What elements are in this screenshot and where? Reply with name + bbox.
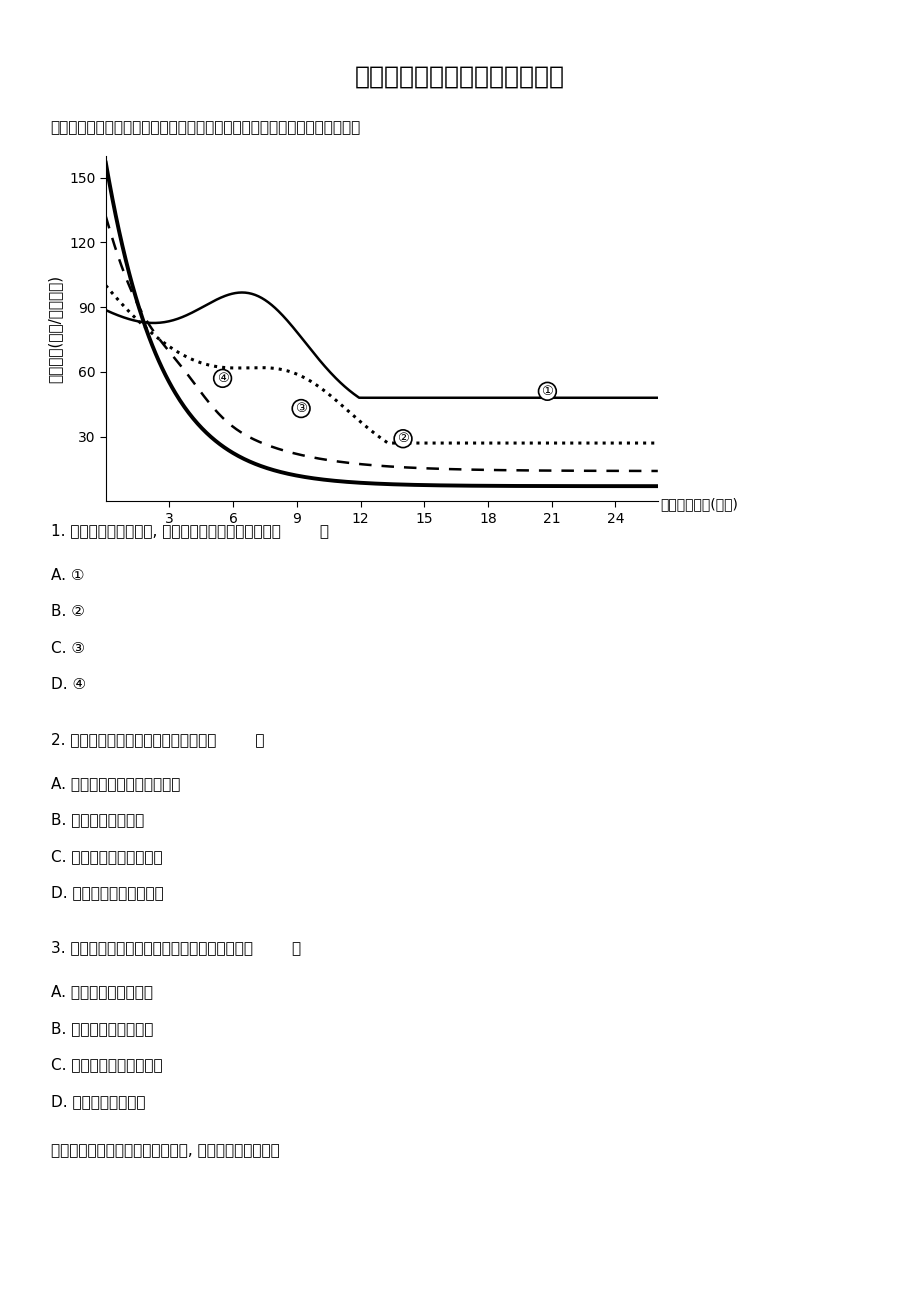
Text: ②: ② — [397, 432, 409, 445]
Text: B. 中心区环境质量恶化: B. 中心区环境质量恶化 — [51, 1021, 153, 1036]
Text: C. 近郊区农业的迅速发展: C. 近郊区农业的迅速发展 — [51, 1057, 162, 1073]
Text: 3. 导致城市中心区人口密度变化的主要原因是（        ）: 3. 导致城市中心区人口密度变化的主要原因是（ ） — [51, 940, 301, 956]
Text: 距市中心距离(千米): 距市中心距离(千米) — [660, 497, 738, 512]
Text: B. 逆城市化趋势增强: B. 逆城市化趋势增强 — [51, 812, 143, 828]
Text: ①: ① — [541, 385, 552, 398]
Text: C. 城市用地规模逐渐缩小: C. 城市用地规模逐渐缩小 — [51, 849, 162, 865]
Text: 读世界汽车产业四次大转移示意图, 读图回答下面小题。: 读世界汽车产业四次大转移示意图, 读图回答下面小题。 — [51, 1143, 279, 1159]
Text: 下图是「某城市不同时期人口密度与距市中心距离关系图」，读图回答下题。: 下图是「某城市不同时期人口密度与距市中心距离关系图」，读图回答下题。 — [51, 120, 360, 135]
Text: ④: ④ — [216, 372, 228, 385]
Y-axis label: 人口密度(千人/平方千米): 人口密度(千人/平方千米) — [47, 275, 62, 383]
Text: A. 城市人口逐渐向市中心集聚: A. 城市人口逐渐向市中心集聚 — [51, 776, 180, 792]
Text: ③: ③ — [295, 402, 307, 415]
Text: D. 中心区就业机会多: D. 中心区就业机会多 — [51, 1094, 145, 1109]
Text: B. ②: B. ② — [51, 604, 85, 620]
Text: A. 中心区城市设施完善: A. 中心区城市设施完善 — [51, 984, 153, 1000]
Text: 2. 该城市在发展过程中出现的现象是（        ）: 2. 该城市在发展过程中出现的现象是（ ） — [51, 732, 264, 747]
Text: 1. 按城市化的一般进程, 时间最晚的人口分布曲线是（        ）: 1. 按城市化的一般进程, 时间最晚的人口分布曲线是（ ） — [51, 523, 328, 539]
Text: C. ③: C. ③ — [51, 641, 85, 656]
Text: 高三最后冲刺地理单科模拟卷一: 高三最后冲刺地理单科模拟卷一 — [355, 65, 564, 89]
Text: D. 市区交通流量明显减小: D. 市区交通流量明显减小 — [51, 885, 164, 901]
Text: A. ①: A. ① — [51, 568, 84, 583]
Text: D. ④: D. ④ — [51, 677, 85, 693]
